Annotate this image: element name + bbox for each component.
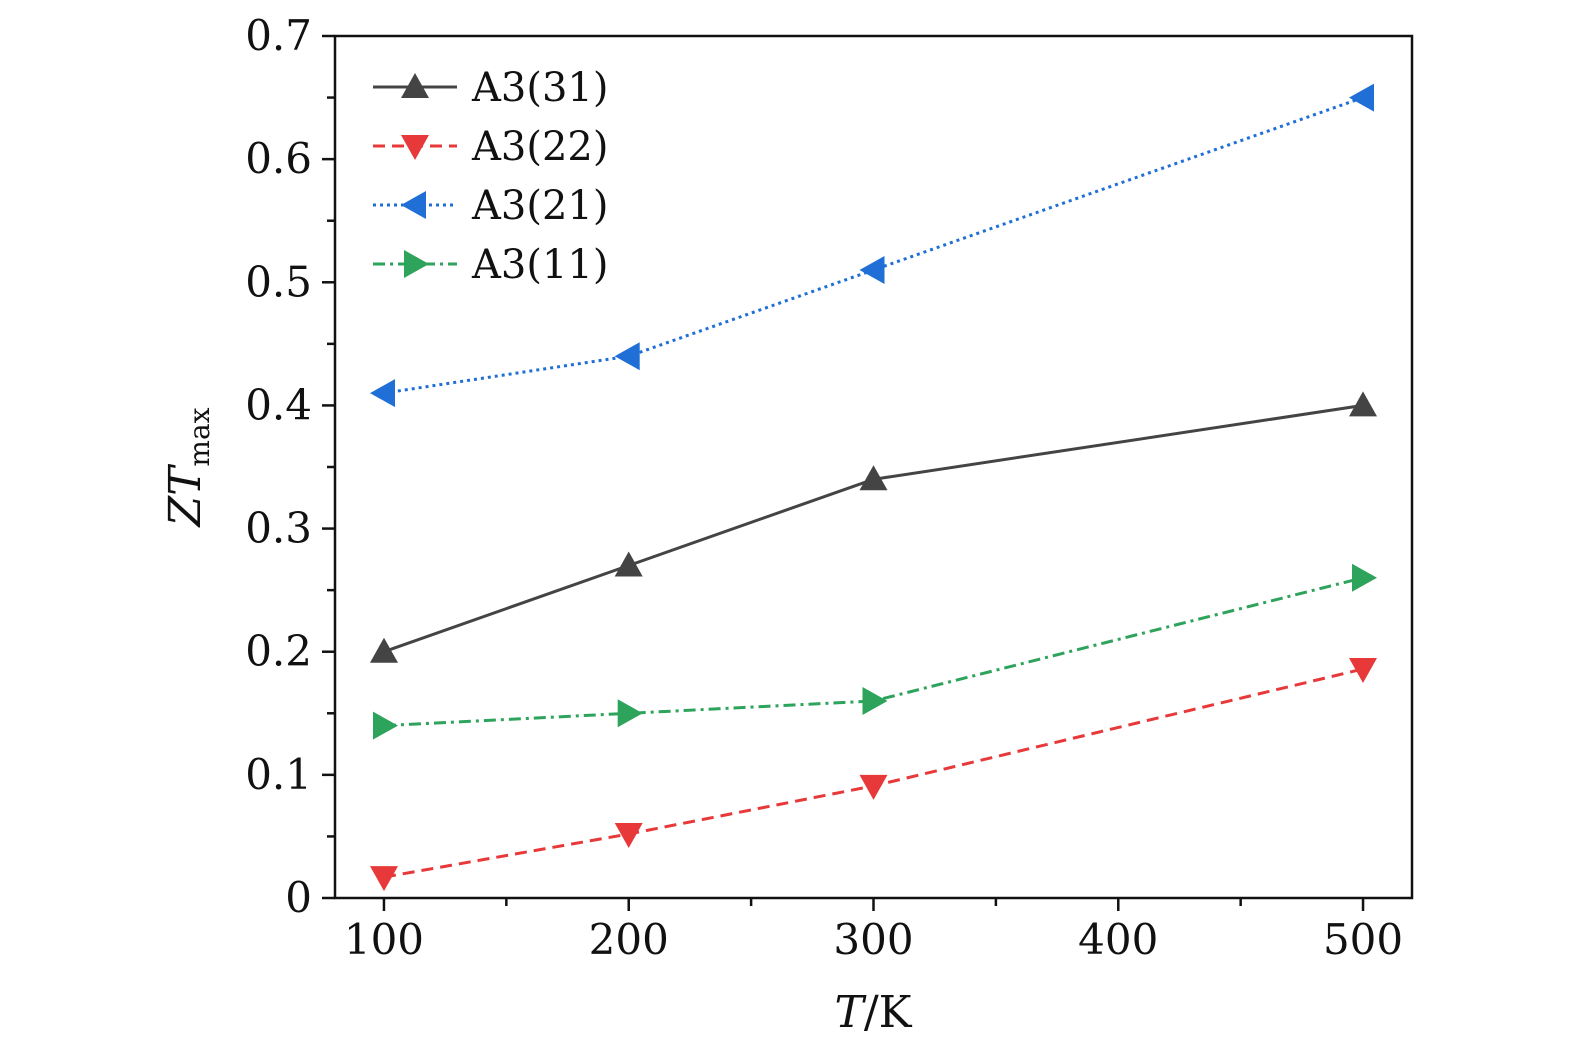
x-axis-variable: T bbox=[834, 987, 867, 1038]
x-tick-label: 100 bbox=[344, 915, 424, 964]
x-tick-label: 400 bbox=[1078, 915, 1158, 964]
data-point-0-1 bbox=[614, 551, 643, 577]
legend-label-3: A3(11) bbox=[471, 242, 608, 288]
data-point-2-1 bbox=[614, 342, 640, 371]
legend-label-1: A3(22) bbox=[471, 124, 608, 170]
legend-label-0: A3(31) bbox=[471, 65, 608, 111]
plot-series bbox=[370, 83, 1377, 892]
x-tick-label: 500 bbox=[1323, 915, 1403, 964]
data-point-3-2 bbox=[862, 687, 888, 715]
y-tick-label: 0.7 bbox=[245, 11, 312, 60]
y-axis-subscript: max bbox=[183, 407, 216, 466]
series-line-0 bbox=[383, 403, 1364, 654]
series-line-1 bbox=[383, 667, 1364, 879]
y-tick-label: 0.2 bbox=[245, 627, 312, 676]
data-point-2-3 bbox=[1349, 83, 1374, 112]
axes: 100 200 300 400 500 0 0.1 0.2 0.3 0.4 0.5 0.6 0.7 bbox=[245, 11, 1414, 964]
data-point-1-3 bbox=[1349, 658, 1377, 683]
y-tick-label: 0.6 bbox=[245, 134, 312, 183]
x-tick-label: 200 bbox=[589, 915, 669, 964]
y-tick-label: 0 bbox=[285, 873, 312, 922]
x-tick-label: 300 bbox=[833, 915, 913, 964]
legend-marker-3 bbox=[404, 250, 429, 278]
legend-marker-0 bbox=[401, 73, 429, 98]
x-axis-title: T/K bbox=[834, 987, 912, 1038]
data-point-3-1 bbox=[617, 699, 643, 728]
data-point-3-0 bbox=[373, 711, 398, 740]
legend-marker-2 bbox=[401, 191, 426, 219]
series-line-3 bbox=[383, 576, 1364, 728]
y-tick-label: 0.4 bbox=[245, 380, 312, 429]
data-point-0-2 bbox=[859, 465, 888, 491]
legend-label-2: A3(21) bbox=[471, 183, 608, 229]
data-point-2-0 bbox=[370, 379, 395, 408]
data-point-3-3 bbox=[1352, 563, 1377, 592]
legend-marker-1 bbox=[401, 135, 429, 160]
y-axis-variable: ZT bbox=[160, 463, 211, 529]
data-point-0-3 bbox=[1349, 391, 1377, 417]
x-axis-unit: /K bbox=[864, 987, 913, 1038]
data-point-1-1 bbox=[614, 823, 643, 848]
y-axis-title: ZTmax bbox=[160, 407, 216, 528]
data-point-1-0 bbox=[370, 866, 398, 892]
legend: A3(31) A3(22) A3(21) A3(11) bbox=[373, 65, 608, 288]
data-point-0-0 bbox=[370, 637, 398, 663]
data-point-2-2 bbox=[859, 256, 885, 284]
data-point-1-2 bbox=[859, 774, 888, 800]
y-tick-label: 0.5 bbox=[245, 257, 312, 306]
y-tick-label: 0.3 bbox=[245, 504, 312, 553]
y-tick-label: 0.1 bbox=[245, 750, 312, 799]
